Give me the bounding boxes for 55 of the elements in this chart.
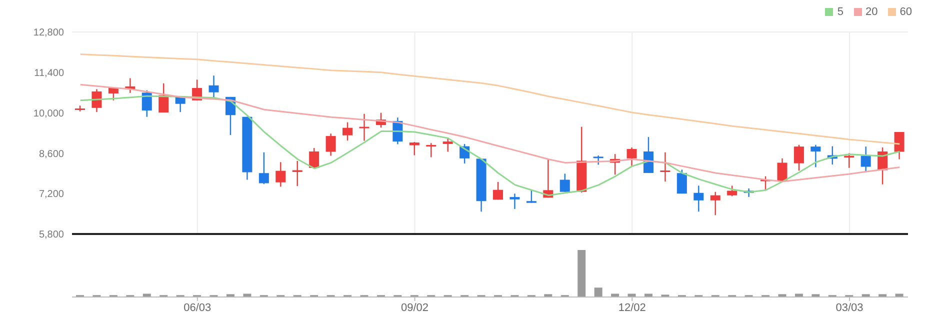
candlestick xyxy=(158,82,169,114)
candlestick xyxy=(208,74,219,99)
candlestick xyxy=(409,141,420,156)
candlestick xyxy=(794,144,804,172)
candlestick xyxy=(326,132,336,156)
candlestick xyxy=(359,113,370,142)
candlestick xyxy=(676,169,687,194)
y-tick-label: 12,800 xyxy=(33,28,64,39)
y-tick-label: 11,400 xyxy=(34,68,64,79)
candlestick xyxy=(526,190,536,204)
legend-label: 20 xyxy=(866,6,878,18)
x-tick-label: 03/03 xyxy=(836,302,864,314)
bar xyxy=(611,294,620,297)
candlestick xyxy=(894,131,904,160)
bar xyxy=(594,288,602,297)
candlestick xyxy=(442,138,453,152)
bar xyxy=(142,294,151,297)
bar xyxy=(794,294,803,297)
x-tick-label: 06/03 xyxy=(184,302,212,314)
y-tick-label: 8,600 xyxy=(38,148,64,160)
x-tick-label: 09/02 xyxy=(400,302,429,314)
bar xyxy=(644,294,652,297)
candlestick xyxy=(258,152,269,185)
candlestick xyxy=(710,191,720,216)
candlestick xyxy=(342,122,353,142)
legend-label: 5 xyxy=(837,6,844,18)
candlestick xyxy=(626,146,637,167)
y-tick-label: 7,200 xyxy=(38,189,64,200)
legend-label: 60 xyxy=(900,6,912,18)
bar xyxy=(895,294,904,297)
candlestick xyxy=(777,158,788,182)
bar xyxy=(243,294,252,297)
x-tick-label: 12/02 xyxy=(618,302,646,314)
line-series xyxy=(80,84,900,182)
candlestick xyxy=(292,160,302,187)
candlestick xyxy=(426,142,436,158)
candlestick xyxy=(593,154,604,166)
candlestick xyxy=(727,185,738,197)
candlestick xyxy=(142,90,152,118)
y-tick-label: 5,800 xyxy=(38,230,64,241)
candlestick xyxy=(309,147,320,170)
candlestick xyxy=(860,146,871,173)
candlestick xyxy=(276,162,286,188)
candlestick xyxy=(660,152,670,182)
candlestick xyxy=(810,144,821,168)
bar xyxy=(578,250,586,297)
bar xyxy=(628,294,636,297)
candlestick xyxy=(643,136,654,174)
candlestick xyxy=(694,185,704,212)
candlestick xyxy=(92,88,102,113)
candlestick xyxy=(510,193,520,210)
y-tick-label: 10,000 xyxy=(33,108,64,120)
candlestick xyxy=(560,173,570,192)
candlestick xyxy=(108,86,118,101)
candlestick xyxy=(493,181,503,200)
